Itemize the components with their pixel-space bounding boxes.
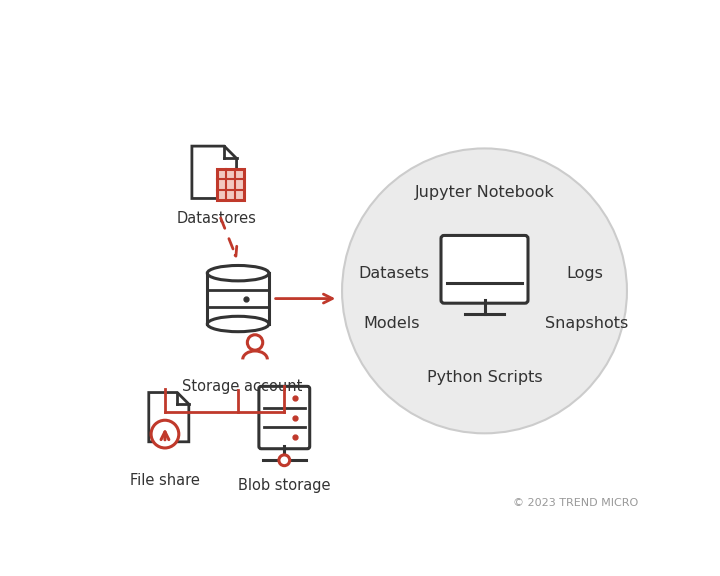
Text: Logs: Logs <box>566 266 603 281</box>
FancyBboxPatch shape <box>441 236 528 303</box>
Text: Models: Models <box>364 316 420 331</box>
Polygon shape <box>149 392 189 442</box>
Text: Snapshots: Snapshots <box>545 316 629 331</box>
Text: File share: File share <box>130 472 200 488</box>
Circle shape <box>151 420 179 448</box>
Circle shape <box>248 335 263 350</box>
Text: Datastores: Datastores <box>176 211 256 226</box>
Polygon shape <box>192 146 237 199</box>
FancyBboxPatch shape <box>217 169 244 200</box>
Ellipse shape <box>207 266 269 281</box>
Text: © 2023 TREND MICRO: © 2023 TREND MICRO <box>513 498 639 508</box>
FancyBboxPatch shape <box>259 386 310 449</box>
Text: Jupyter Notebook: Jupyter Notebook <box>415 185 554 200</box>
Circle shape <box>279 455 289 465</box>
Text: Storage account: Storage account <box>181 380 302 395</box>
Circle shape <box>342 149 627 433</box>
Ellipse shape <box>207 316 269 332</box>
Text: Python Scripts: Python Scripts <box>427 370 542 385</box>
Text: Datasets: Datasets <box>358 266 429 281</box>
Text: Blob storage: Blob storage <box>238 478 330 493</box>
Polygon shape <box>207 273 269 324</box>
